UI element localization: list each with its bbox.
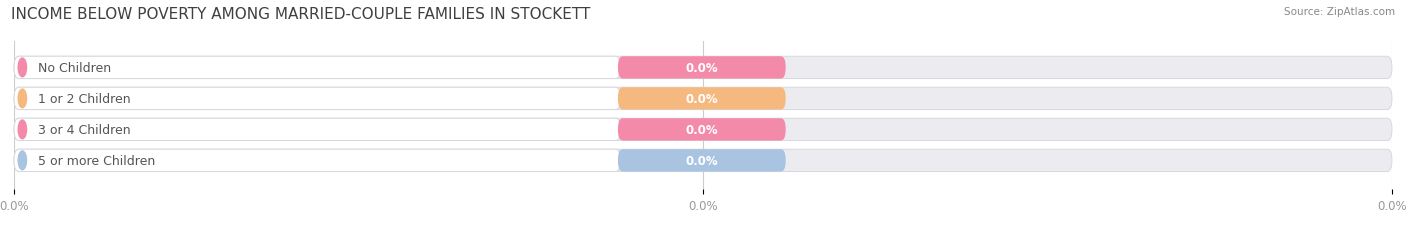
- Text: 1 or 2 Children: 1 or 2 Children: [38, 92, 131, 105]
- Text: 0.0%: 0.0%: [686, 92, 718, 105]
- Text: 5 or more Children: 5 or more Children: [38, 154, 155, 167]
- FancyBboxPatch shape: [617, 119, 786, 141]
- FancyBboxPatch shape: [14, 119, 1392, 141]
- FancyBboxPatch shape: [14, 119, 620, 141]
- FancyBboxPatch shape: [14, 149, 1392, 172]
- Text: 0.0%: 0.0%: [686, 154, 718, 167]
- Circle shape: [18, 121, 27, 139]
- FancyBboxPatch shape: [617, 88, 786, 110]
- FancyBboxPatch shape: [617, 57, 786, 79]
- Circle shape: [18, 151, 27, 170]
- FancyBboxPatch shape: [14, 88, 620, 110]
- Text: 0.0%: 0.0%: [686, 62, 718, 75]
- Text: INCOME BELOW POVERTY AMONG MARRIED-COUPLE FAMILIES IN STOCKETT: INCOME BELOW POVERTY AMONG MARRIED-COUPL…: [11, 7, 591, 22]
- FancyBboxPatch shape: [14, 57, 620, 79]
- Circle shape: [18, 90, 27, 108]
- Text: Source: ZipAtlas.com: Source: ZipAtlas.com: [1284, 7, 1395, 17]
- Circle shape: [18, 59, 27, 77]
- FancyBboxPatch shape: [14, 149, 620, 172]
- Text: 3 or 4 Children: 3 or 4 Children: [38, 123, 131, 136]
- Text: No Children: No Children: [38, 62, 111, 75]
- FancyBboxPatch shape: [14, 57, 1392, 79]
- FancyBboxPatch shape: [14, 88, 1392, 110]
- FancyBboxPatch shape: [617, 149, 786, 172]
- Text: 0.0%: 0.0%: [686, 123, 718, 136]
